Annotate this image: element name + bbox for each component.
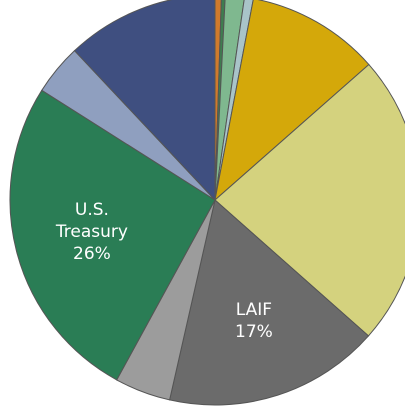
slice-label: U.S. Treasury (55, 200, 128, 242)
slice-label-line: U.S. (75, 200, 109, 220)
slice-value-label: 26% (73, 244, 111, 264)
pie-slice (9, 89, 216, 381)
slice-label-line: LAIF (236, 300, 272, 320)
pie-slice (214, 0, 370, 202)
pie-slice (214, 0, 245, 201)
pie-slice (169, 199, 370, 406)
slice-value-label: 17% (235, 322, 273, 342)
pie-slice (73, 0, 216, 202)
slice-label: LAIF (236, 300, 272, 320)
slice-label-line: Treasury (55, 222, 128, 242)
pie-slice (214, 63, 405, 337)
pie-slice (214, 0, 222, 201)
